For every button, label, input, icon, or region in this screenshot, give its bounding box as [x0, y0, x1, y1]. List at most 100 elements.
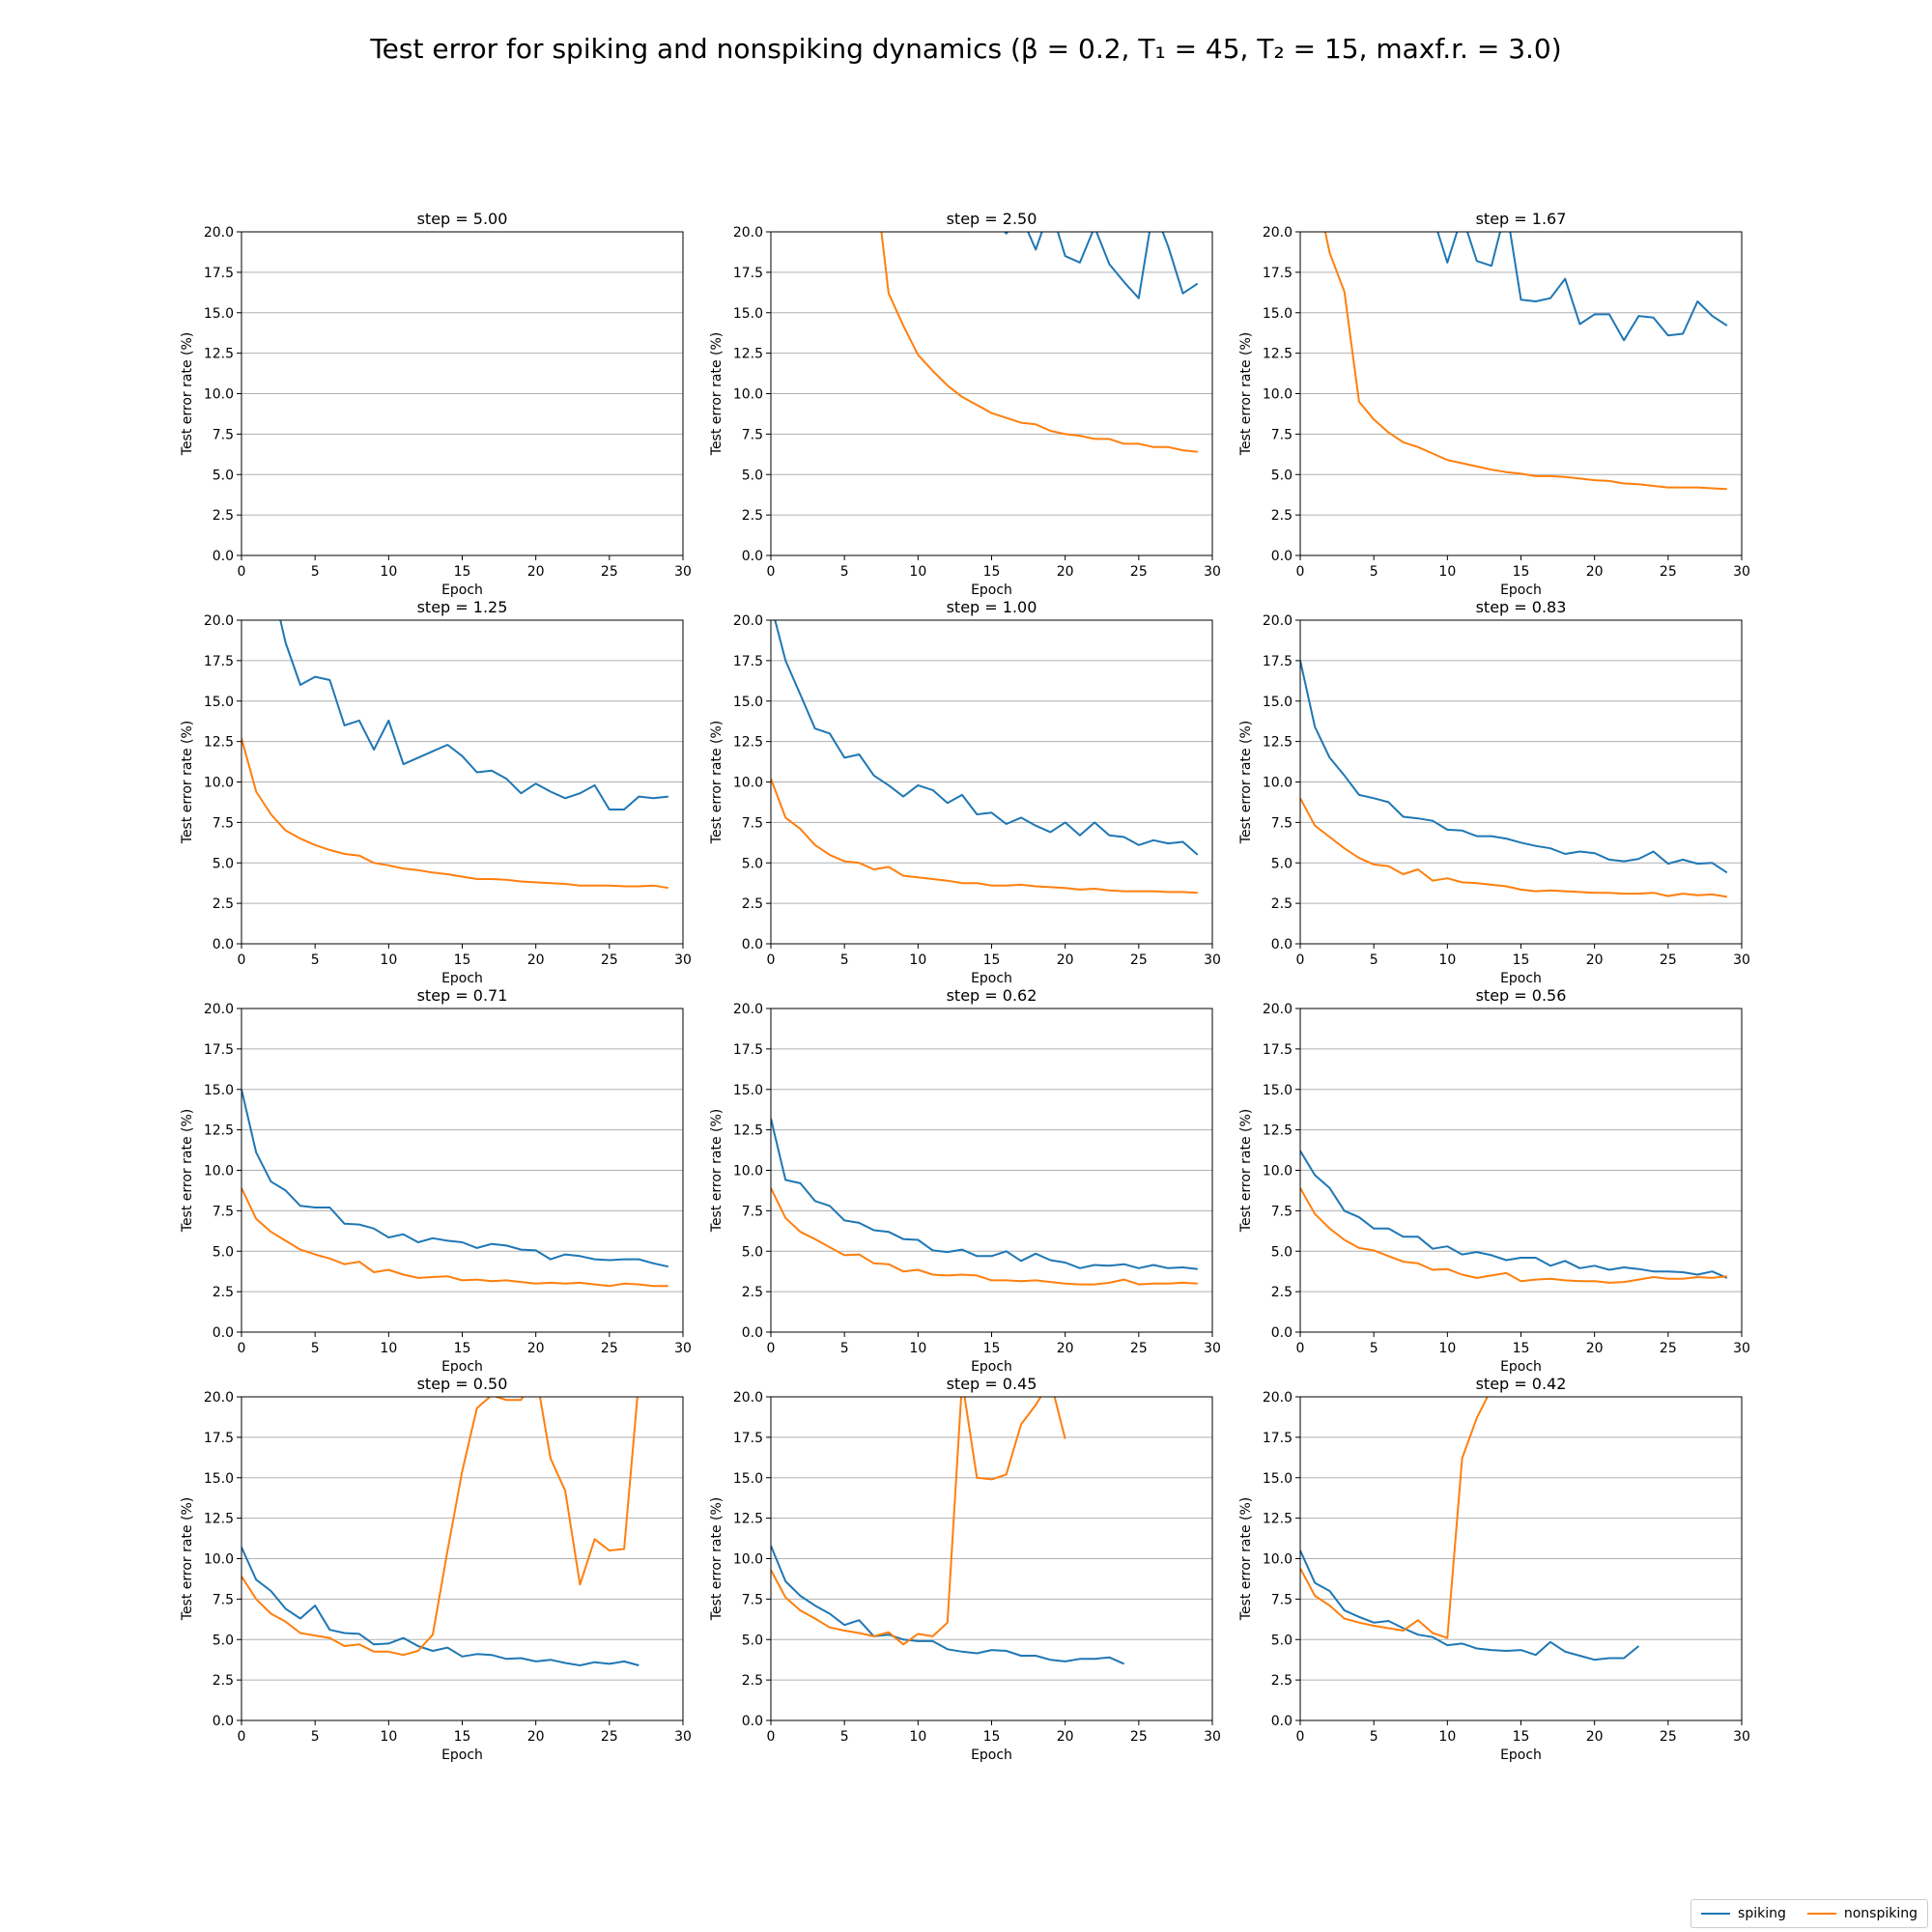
y-tick-label: 2.5	[1271, 508, 1293, 524]
x-tick-label: 10	[1438, 1341, 1456, 1356]
x-tick-label: 10	[380, 952, 397, 968]
y-tick-label: 10.0	[733, 387, 763, 403]
y-tick-label: 10.0	[204, 387, 234, 403]
x-tick-label: 25	[1130, 1341, 1148, 1356]
y-axis-label: Test error rate (%)	[1238, 721, 1254, 844]
y-tick-label: 0.0	[213, 1714, 234, 1729]
series-line-spiking	[1300, 1150, 1728, 1279]
x-axis-label: Epoch	[1500, 971, 1542, 986]
y-tick-label: 5.0	[742, 1633, 763, 1648]
x-tick-label: 10	[380, 564, 397, 580]
y-tick-label: 10.0	[204, 1164, 234, 1179]
x-tick-label: 15	[454, 1729, 471, 1745]
y-tick-label: 15.0	[1263, 1471, 1293, 1487]
x-axis-label: Epoch	[971, 582, 1012, 598]
y-tick-label: 15.0	[1263, 1083, 1293, 1098]
y-tick-label: 20.0	[204, 613, 234, 629]
x-tick-label: 25	[1130, 952, 1148, 968]
y-axis-label: Test error rate (%)	[1238, 332, 1254, 456]
y-tick-label: 15.0	[204, 306, 234, 322]
subplot-2: 0.0 2.5 5.0 7.5 10.0 12.5 15.0 17.5 20.0 0 5 10 15 20…	[709, 210, 1221, 598]
y-tick-label: 20.0	[733, 225, 763, 241]
y-tick-label: 7.5	[213, 815, 234, 831]
y-axis-label: Test error rate (%)	[1238, 1109, 1254, 1233]
subplot-8: 0.0 2.5 5.0 7.5 10.0 12.5 15.0 17.5 20.0 0 5 10 15 20…	[709, 986, 1221, 1375]
x-tick-label: 20	[527, 564, 545, 580]
y-tick-label: 12.5	[1263, 1123, 1293, 1139]
x-tick-label: 25	[1660, 1341, 1677, 1356]
series-line-nonspiking	[771, 778, 1198, 895]
plot-frame	[1299, 231, 1743, 556]
data-lines	[1323, 232, 1728, 491]
x-tick-label: 15	[983, 952, 1001, 968]
y-tick-label: 20.0	[1263, 1002, 1293, 1017]
x-tick-label: 25	[1660, 1729, 1677, 1745]
x-axis-label: Epoch	[971, 1359, 1012, 1375]
x-tick-label: 5	[1370, 1341, 1378, 1356]
data-lines	[1300, 1150, 1728, 1284]
legend-entry-spiking: spiking	[1701, 1906, 1786, 1921]
data-lines	[1300, 1397, 1640, 1662]
x-axis-label: Epoch	[1500, 1359, 1542, 1375]
series-line-spiking	[771, 1545, 1125, 1665]
y-tick-label: 7.5	[1271, 1592, 1293, 1607]
subplot-title: step = 1.00	[947, 598, 1037, 616]
y-tick-label: 5.0	[213, 468, 234, 483]
y-tick-label: 10.0	[1263, 1164, 1293, 1179]
y-tick-label: 12.5	[1263, 735, 1293, 751]
y-tick-label: 17.5	[733, 1042, 763, 1058]
y-tick-label: 15.0	[1263, 306, 1293, 322]
y-tick-label: 7.5	[213, 427, 234, 442]
x-tick-label: 25	[601, 1729, 618, 1745]
x-tick-label: 15	[983, 1729, 1001, 1745]
y-tick-label: 7.5	[213, 1592, 234, 1607]
x-axis-label: Epoch	[1500, 1747, 1542, 1763]
series-line-spiking	[279, 620, 668, 810]
x-tick-label: 20	[527, 1341, 545, 1356]
plot-frame	[770, 1396, 1213, 1721]
subplot-title: step = 0.83	[1476, 598, 1567, 616]
y-tick-label: 20.0	[1263, 613, 1293, 629]
y-tick-label: 2.5	[213, 508, 234, 524]
y-tick-label: 10.0	[1263, 387, 1293, 403]
y-tick-label: 5.0	[213, 1244, 234, 1260]
series-line-spiking	[242, 1547, 639, 1666]
y-tick-label: 2.5	[213, 896, 234, 912]
x-tick-label: 30	[1204, 1341, 1221, 1356]
y-tick-label: 20.0	[1263, 1390, 1293, 1406]
x-tick-label: 25	[601, 1341, 618, 1356]
x-tick-label: 15	[1513, 1729, 1530, 1745]
x-tick-label: 5	[311, 952, 320, 968]
y-tick-label: 2.5	[742, 1285, 763, 1300]
y-tick-label: 20.0	[733, 613, 763, 629]
y-tick-label: 5.0	[742, 856, 763, 871]
x-tick-label: 20	[1057, 1341, 1074, 1356]
y-tick-label: 0.0	[1271, 1714, 1293, 1729]
y-tick-label: 7.5	[742, 815, 763, 831]
x-tick-label: 20	[1586, 1729, 1604, 1745]
subplot-3: 0.0 2.5 5.0 7.5 10.0 12.5 15.0 17.5 20.0 0 5 10 15 20…	[1238, 210, 1750, 598]
x-axis-label: Epoch	[1500, 582, 1542, 598]
subplot-7: 0.0 2.5 5.0 7.5 10.0 12.5 15.0 17.5 20.0 0 5 10 15 20…	[180, 986, 692, 1375]
y-tick-label: 5.0	[1271, 1244, 1293, 1260]
y-tick-label: 12.5	[204, 1512, 234, 1527]
subplot-10: 0.0 2.5 5.0 7.5 10.0 12.5 15.0 17.5 20.0 0 5 10 15 20…	[180, 1375, 692, 1763]
y-tick-label: 7.5	[742, 427, 763, 442]
x-tick-label: 5	[840, 1341, 849, 1356]
y-axis-label: Test error rate (%)	[709, 1109, 724, 1233]
data-lines	[880, 232, 1199, 453]
subplot-title: step = 0.42	[1476, 1375, 1567, 1393]
y-tick-label: 5.0	[1271, 856, 1293, 871]
x-axis-label: Epoch	[441, 582, 483, 598]
series-line-nonspiking	[242, 1187, 668, 1288]
x-tick-label: 30	[1733, 1341, 1750, 1356]
series-line-nonspiking	[880, 232, 1198, 453]
x-tick-label: 5	[1370, 1729, 1378, 1745]
data-lines	[242, 1089, 669, 1288]
x-tick-label: 5	[1370, 564, 1378, 580]
y-tick-label: 15.0	[204, 1471, 234, 1487]
x-tick-label: 0	[1296, 1341, 1305, 1356]
x-tick-label: 10	[909, 1729, 926, 1745]
x-tick-label: 15	[983, 564, 1001, 580]
